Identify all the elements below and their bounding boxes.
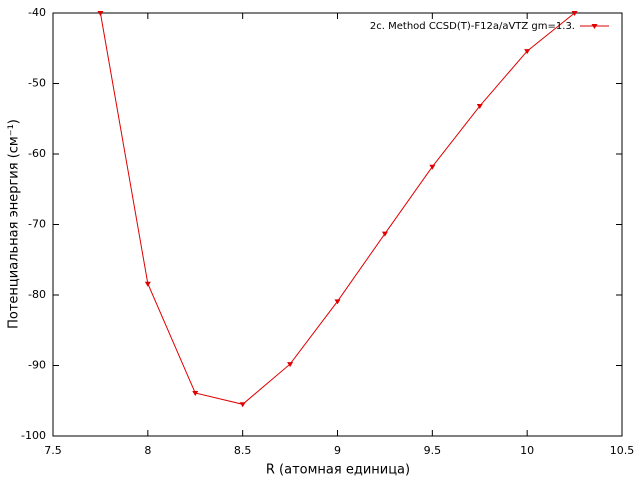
point-marker: [476, 104, 483, 110]
y-tick-label: -40: [28, 6, 46, 19]
point-marker: [239, 402, 246, 408]
point-marker: [97, 11, 104, 16]
x-tick-label: 7.5: [44, 444, 62, 457]
y-tick-label: -60: [28, 147, 46, 160]
y-tick-label: -90: [28, 359, 46, 372]
y-tick-label: -100: [21, 429, 46, 442]
legend-label: 2c. Method CCSD(T)-F12a/aVTZ gm=1.3.: [370, 21, 575, 32]
point-marker: [571, 11, 578, 16]
x-tick-label: 10: [520, 444, 534, 457]
x-axis-label: R (атомная единица): [266, 463, 410, 478]
point-marker: [334, 299, 341, 305]
series-line: [99, 12, 575, 405]
y-axis-label: Потенциальная энергия (см⁻¹): [7, 119, 22, 329]
x-tick-label: 8: [144, 444, 151, 457]
point-marker: [144, 281, 151, 287]
legend-marker: [591, 24, 598, 29]
x-tick-label: 9: [334, 444, 341, 457]
x-tick-label: 10.5: [610, 444, 635, 457]
x-tick-label: 8.5: [234, 444, 252, 457]
point-marker: [287, 362, 294, 368]
x-tick-label: 9.5: [424, 444, 442, 457]
point-marker: [192, 390, 199, 396]
y-tick-label: -70: [28, 218, 46, 231]
plot-border: [52, 12, 623, 437]
y-tick-label: -80: [28, 288, 46, 301]
y-tick-label: -50: [28, 77, 46, 90]
point-marker: [429, 164, 436, 170]
point-marker: [524, 49, 531, 55]
point-marker: [381, 231, 388, 237]
